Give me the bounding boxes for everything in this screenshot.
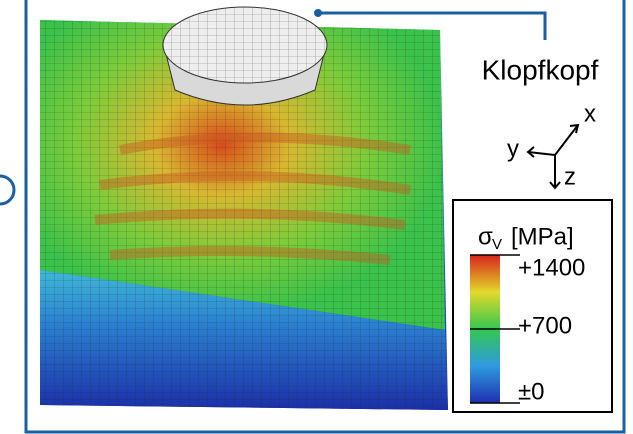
callout-dot bbox=[314, 9, 322, 17]
colorbar-title: σ bbox=[478, 223, 493, 250]
colorbar-tick-label: +700 bbox=[518, 312, 572, 339]
simulation-image bbox=[40, 7, 448, 410]
label: Klopfkopf bbox=[482, 54, 599, 85]
colorbar-tick-label: +1400 bbox=[518, 254, 585, 281]
figure: Klopfkopf x y z σ V [MPa] ±0 +700 +1400 bbox=[0, 0, 633, 434]
colorbar-tick-label: ±0 bbox=[518, 378, 545, 405]
edge-circle bbox=[0, 176, 14, 204]
colorbar-subscript: V bbox=[492, 236, 502, 253]
axis-x: x bbox=[584, 100, 596, 127]
axis-y: y bbox=[507, 135, 519, 162]
colorbar-unit: [MPa] bbox=[511, 223, 574, 250]
axis-z: z bbox=[564, 163, 576, 190]
